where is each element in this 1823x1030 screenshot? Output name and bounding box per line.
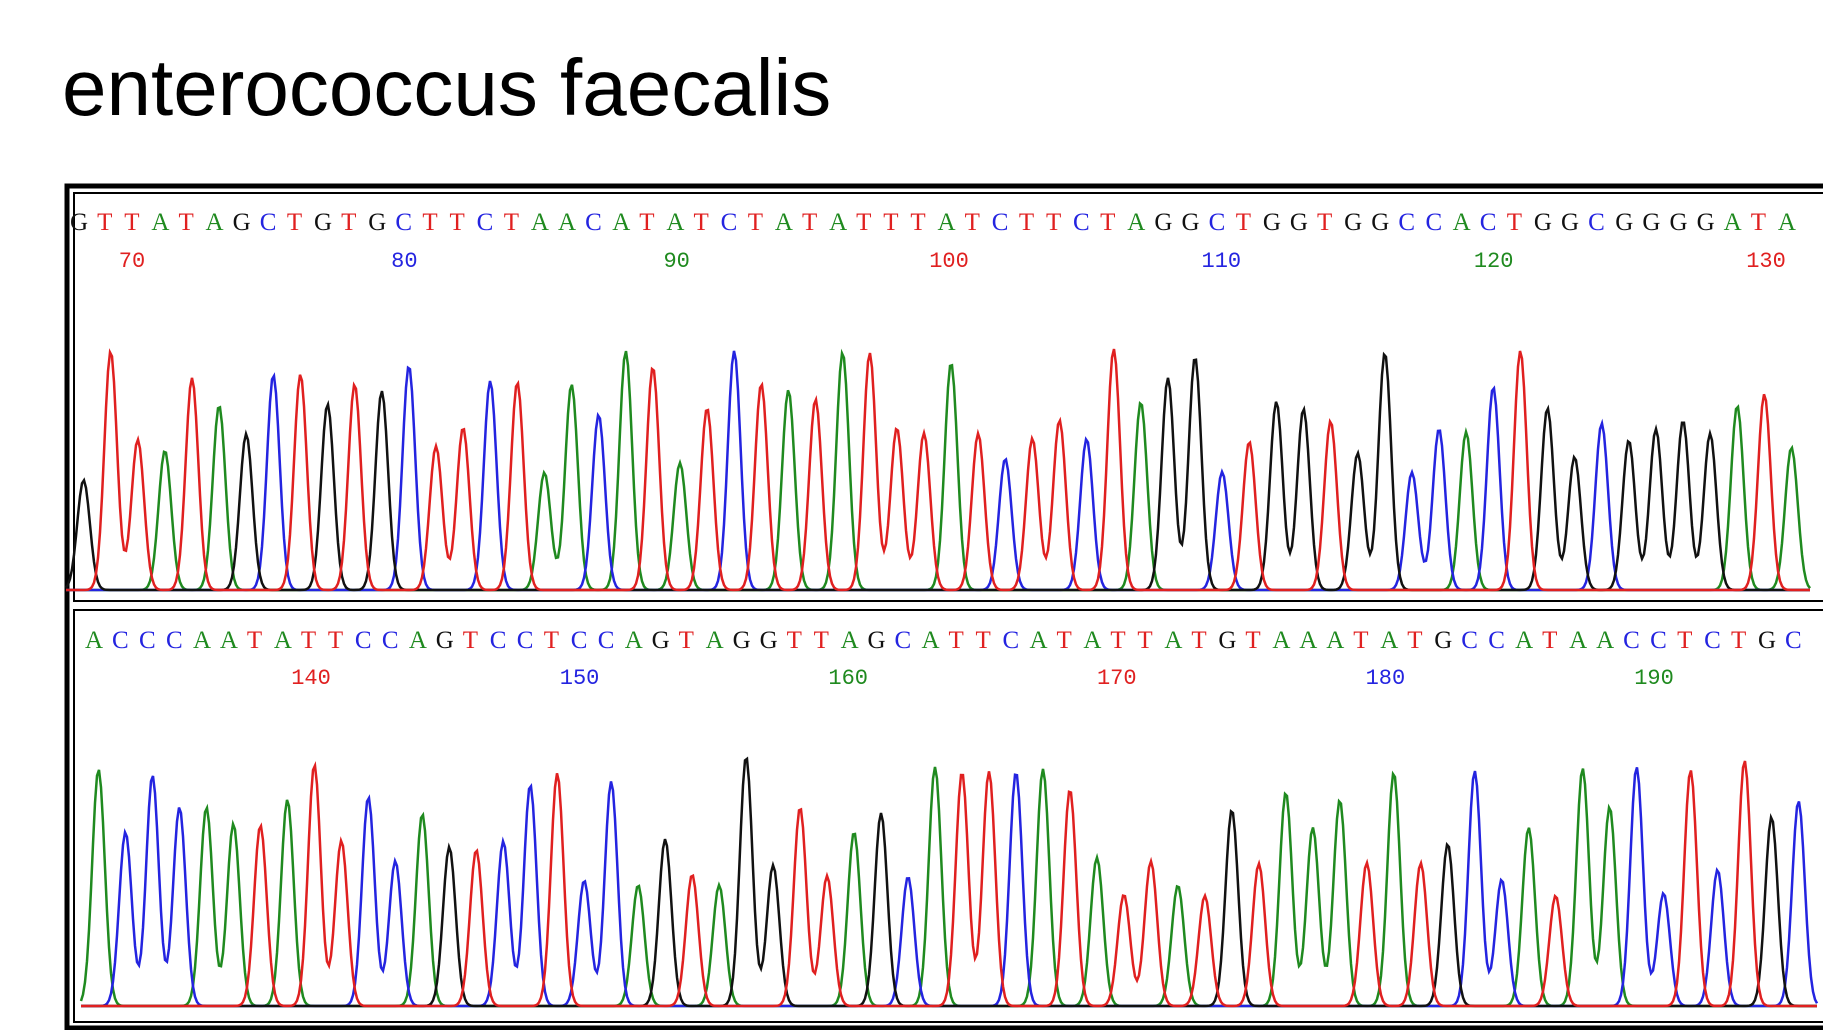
base-position: 120 — [1474, 249, 1514, 274]
base-position: 160 — [828, 666, 868, 691]
base-position: 140 — [291, 666, 331, 691]
panel-frame — [73, 192, 1823, 602]
base-position: 90 — [663, 249, 689, 274]
trace — [81, 760, 1817, 1008]
trace — [66, 348, 1810, 592]
trace — [66, 348, 1812, 592]
base-position: 190 — [1634, 666, 1674, 691]
base-position: 80 — [391, 249, 417, 274]
trace — [64, 351, 1810, 592]
base-position: 110 — [1202, 249, 1242, 274]
base-position: 130 — [1746, 249, 1786, 274]
base-position: 170 — [1097, 666, 1137, 691]
base-position: 180 — [1366, 666, 1406, 691]
base-position: 70 — [119, 249, 145, 274]
base-position: 100 — [929, 249, 969, 274]
slide-title: enterococcus faecalis — [62, 43, 831, 132]
base-position: 150 — [560, 666, 600, 691]
frame-outer — [64, 183, 1823, 1030]
panel-frame — [73, 609, 1823, 1023]
